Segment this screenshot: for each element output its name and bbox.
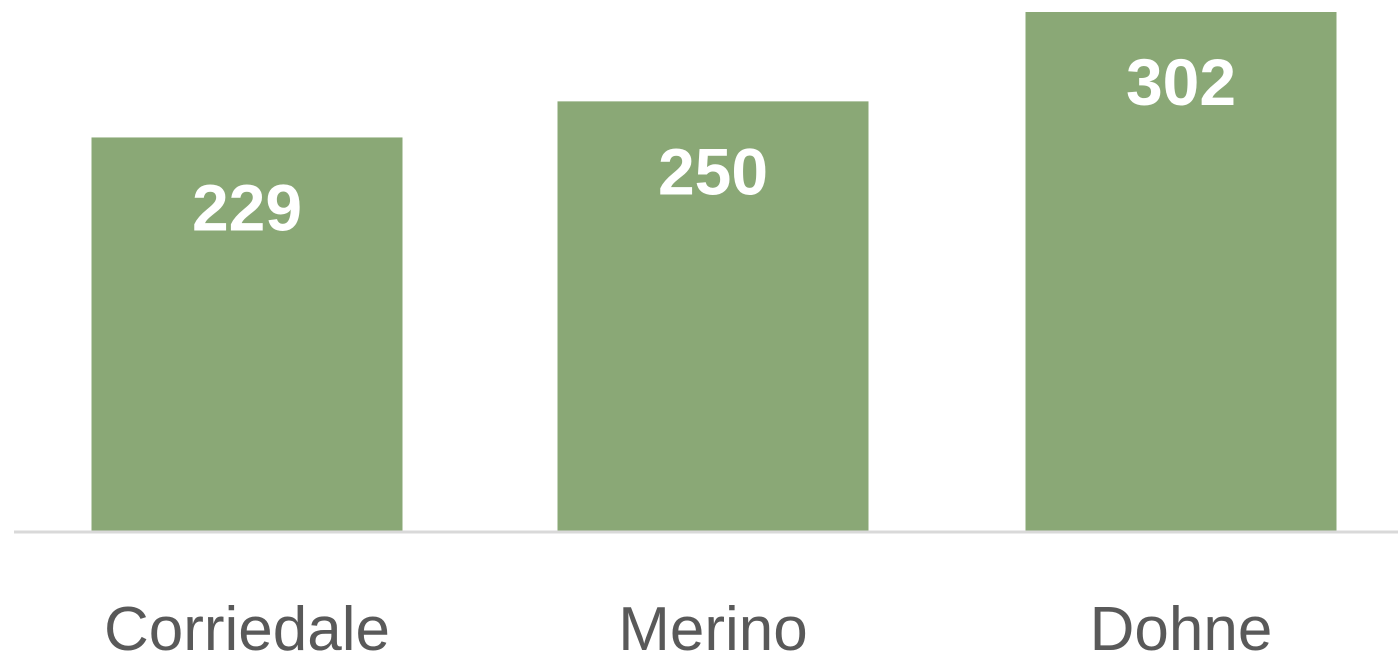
category-label-dohne: Dohne [1090,595,1273,659]
data-label-merino: 250 [658,134,768,208]
bars-group [91,12,1337,532]
data-label-dohne: 302 [1126,45,1236,119]
category-label-corriedale: Corriedale [104,595,390,659]
category-labels-group: Corriedale Merino Dohne [104,595,1272,659]
data-labels-group: 229 250 302 [192,45,1236,244]
bar-dohne [1025,12,1337,531]
bar-merino [557,101,869,532]
bar-corriedale [91,137,403,531]
category-label-merino: Merino [618,595,808,659]
data-label-corriedale: 229 [192,170,302,244]
